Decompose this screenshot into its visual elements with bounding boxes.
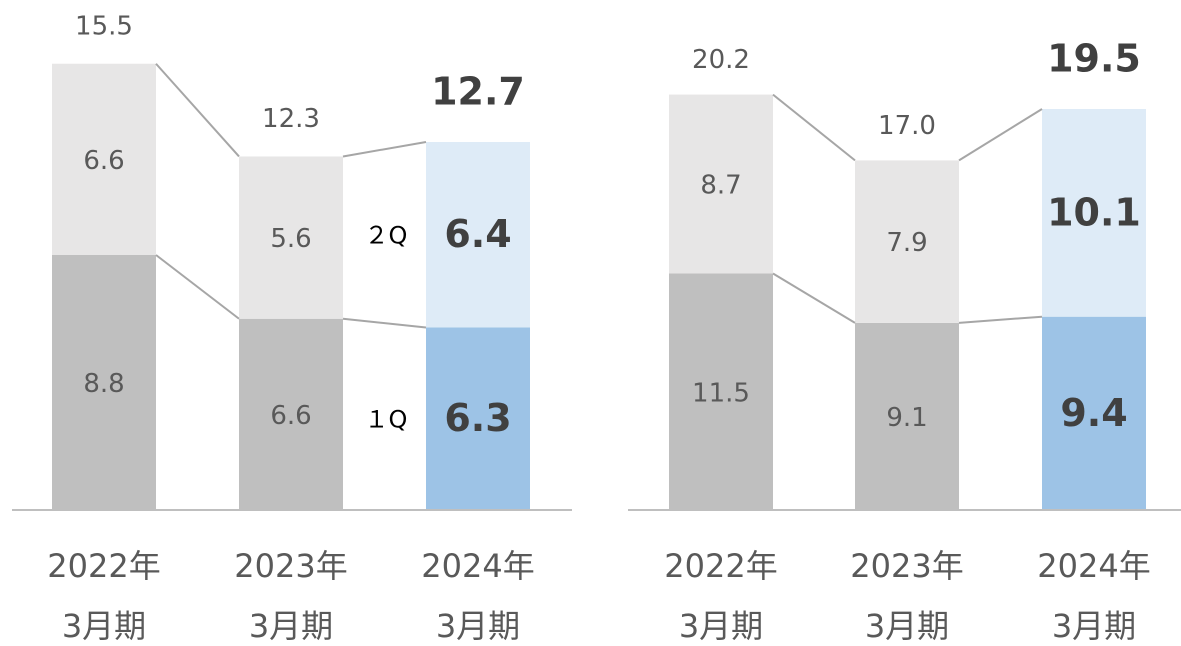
- x-tick-label: 3月期: [62, 607, 146, 645]
- bar-segment: [1042, 108, 1146, 317]
- series-label: ２Q: [365, 222, 408, 250]
- bar-segment: [1042, 316, 1146, 510]
- total-label: 12.7: [431, 69, 525, 113]
- total-label: 19.5: [1047, 36, 1141, 80]
- bar-segment: [426, 327, 530, 510]
- connector: [155, 254, 240, 320]
- data-label: 6.3: [444, 396, 511, 440]
- bar-segment: [426, 141, 530, 328]
- data-label: 9.4: [1060, 391, 1127, 435]
- bar-segment: [855, 322, 959, 510]
- x-tick-label: 3月期: [679, 607, 763, 645]
- connector: [958, 315, 1043, 324]
- total-label: 12.3: [262, 104, 320, 134]
- x-tick-label: 2022年: [664, 547, 777, 585]
- x-tick-label: 3月期: [249, 607, 333, 645]
- data-label: 5.6: [270, 224, 311, 254]
- bar-segment: [52, 63, 156, 255]
- total-label: 15.5: [75, 11, 133, 41]
- data-label: 9.1: [886, 403, 927, 433]
- data-label: 8.8: [83, 369, 124, 399]
- bar-segment: [669, 273, 773, 510]
- x-tick-label: 3月期: [865, 607, 949, 645]
- x-tick-label: 3月期: [436, 607, 520, 645]
- series-label: １Q: [365, 406, 408, 434]
- total-label: 17.0: [878, 111, 936, 141]
- x-tick-label: 2023年: [234, 547, 347, 585]
- connector: [155, 63, 240, 158]
- connector: [958, 108, 1043, 162]
- bar-segment: [239, 318, 343, 510]
- data-label: 6.4: [444, 212, 511, 256]
- bar-segment: [52, 255, 156, 510]
- total-label: 20.2: [692, 45, 750, 75]
- connector: [772, 93, 856, 162]
- data-label: 6.6: [270, 401, 311, 431]
- connector: [342, 141, 427, 158]
- bar-segment: [855, 160, 959, 323]
- bar-segment: [239, 156, 343, 319]
- x-tick-label: 3月期: [1052, 607, 1136, 645]
- x-tick-label: 2024年: [421, 547, 534, 585]
- data-label: 10.1: [1047, 190, 1141, 234]
- bar-segment: [669, 94, 773, 274]
- data-label: 8.7: [700, 171, 741, 201]
- x-tick-label: 2024年: [1037, 547, 1150, 585]
- data-label: 7.9: [886, 228, 927, 258]
- data-label: 11.5: [692, 378, 750, 408]
- data-label: 6.6: [83, 146, 124, 176]
- x-tick-label: 2023年: [850, 547, 963, 585]
- x-tick-label: 2022年: [47, 547, 160, 585]
- connector: [772, 272, 856, 324]
- connector: [342, 317, 427, 329]
